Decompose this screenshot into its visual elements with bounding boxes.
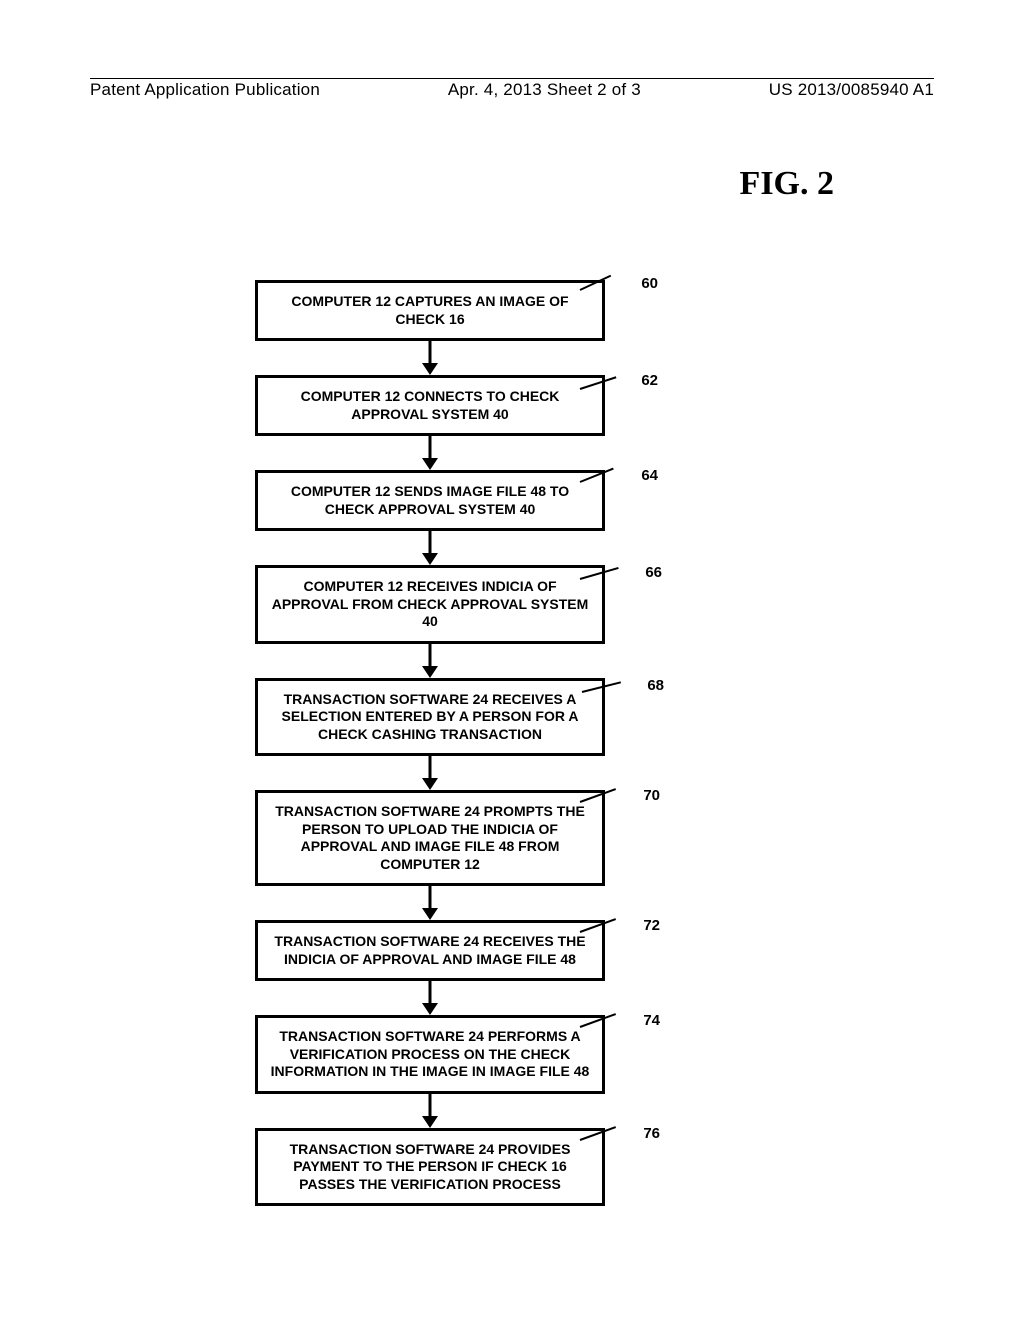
flow-arrow [240,756,620,790]
ref-leader-60 [580,275,612,291]
arrow-head-icon [422,553,438,565]
flowchart: COMPUTER 12 CAPTURES AN IMAGE OF CHECK 1… [240,280,620,1206]
ref-leader-74 [580,1013,616,1028]
flow-arrow [240,436,620,470]
arrow-stem [429,756,432,780]
arrow-stem [429,644,432,668]
flow-node-64: COMPUTER 12 SENDS IMAGE FILE 48 TO CHECK… [255,470,605,531]
arrow-stem [429,981,432,1005]
flow-arrow [240,341,620,375]
arrow-head-icon [422,778,438,790]
page-header: Patent Application Publication Apr. 4, 2… [90,80,934,100]
flow-node-72: TRANSACTION SOFTWARE 24 RECEIVES THE IND… [255,920,605,981]
arrow-head-icon [422,908,438,920]
arrow-head-icon [422,1116,438,1128]
header-rule [90,78,934,79]
flow-node-label: TRANSACTION SOFTWARE 24 PROVIDES PAYMENT… [270,1141,590,1194]
flow-node-label: COMPUTER 12 RECEIVES INDICIA OF APPROVAL… [270,578,590,631]
flow-node-62: COMPUTER 12 CONNECTS TO CHECK APPROVAL S… [255,375,605,436]
arrow-stem [429,886,432,910]
ref-leader-72 [580,918,616,933]
ref-number-62: 62 [641,372,658,391]
arrow-head-icon [422,363,438,375]
header-middle: Apr. 4, 2013 Sheet 2 of 3 [448,80,641,100]
flow-node-label: COMPUTER 12 CAPTURES AN IMAGE OF CHECK 1… [270,293,590,328]
ref-leader-66 [580,567,619,580]
flow-node-label: TRANSACTION SOFTWARE 24 PROMPTS THE PERS… [270,803,590,873]
flow-node-label: COMPUTER 12 SENDS IMAGE FILE 48 TO CHECK… [270,483,590,518]
flow-arrow [240,531,620,565]
ref-number-60: 60 [641,275,658,294]
arrow-stem [429,531,432,555]
ref-leader-76 [580,1126,616,1141]
ref-leader-62 [580,376,617,390]
figure-title: FIG. 2 [740,165,834,203]
ref-number-64: 64 [641,467,658,486]
arrow-stem [429,1094,432,1118]
ref-number-74: 74 [643,1012,660,1031]
flow-arrow [240,981,620,1015]
arrow-stem [429,436,432,460]
ref-leader-68 [582,681,621,693]
ref-leader-70 [580,788,616,803]
header-right: US 2013/0085940 A1 [769,80,934,100]
arrow-head-icon [422,458,438,470]
ref-number-70: 70 [643,787,660,806]
flow-arrow [240,886,620,920]
flow-node-label: TRANSACTION SOFTWARE 24 RECEIVES THE IND… [270,933,590,968]
flow-node-66: COMPUTER 12 RECEIVES INDICIA OF APPROVAL… [255,565,605,644]
ref-number-72: 72 [643,917,660,936]
ref-number-68: 68 [647,677,664,696]
flow-node-label: TRANSACTION SOFTWARE 24 RECEIVES A SELEC… [270,691,590,744]
flow-node-68: TRANSACTION SOFTWARE 24 RECEIVES A SELEC… [255,678,605,757]
header-left: Patent Application Publication [90,80,320,100]
flow-node-76: TRANSACTION SOFTWARE 24 PROVIDES PAYMENT… [255,1128,605,1207]
ref-number-66: 66 [645,564,662,583]
arrow-head-icon [422,1003,438,1015]
flow-arrow [240,1094,620,1128]
flow-node-label: TRANSACTION SOFTWARE 24 PERFORMS A VERIF… [270,1028,590,1081]
arrow-head-icon [422,666,438,678]
flow-node-74: TRANSACTION SOFTWARE 24 PERFORMS A VERIF… [255,1015,605,1094]
flow-arrow [240,644,620,678]
ref-number-76: 76 [643,1125,660,1144]
ref-leader-64 [580,468,614,483]
flow-node-60: COMPUTER 12 CAPTURES AN IMAGE OF CHECK 1… [255,280,605,341]
flow-node-label: COMPUTER 12 CONNECTS TO CHECK APPROVAL S… [270,388,590,423]
arrow-stem [429,341,432,365]
flow-node-70: TRANSACTION SOFTWARE 24 PROMPTS THE PERS… [255,790,605,886]
page: Patent Application Publication Apr. 4, 2… [0,0,1024,1320]
